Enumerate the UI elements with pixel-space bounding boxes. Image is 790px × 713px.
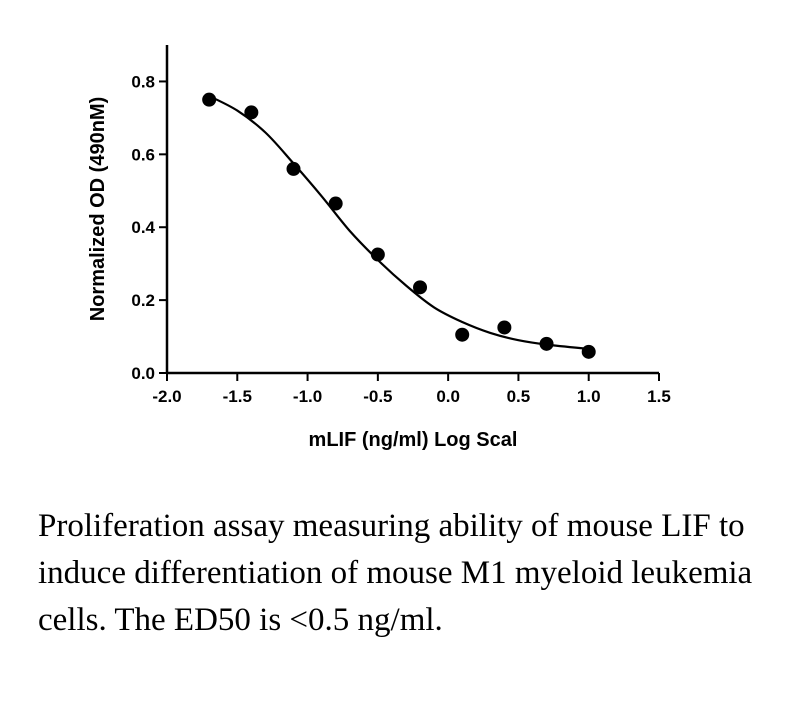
y-tick-label: 0.2 <box>131 291 155 310</box>
y-tick-label: 0.4 <box>131 218 155 237</box>
data-point <box>370 247 385 262</box>
y-axis-title: Normalized OD (490nM) <box>87 97 109 321</box>
x-tick-label: -0.5 <box>363 387 392 406</box>
x-tick-label: -2.0 <box>152 387 181 406</box>
x-tick-label: -1.5 <box>223 387 252 406</box>
data-point <box>202 92 217 107</box>
x-tick-label: -1.0 <box>293 387 322 406</box>
x-tick-label: 1.5 <box>647 387 671 406</box>
data-point <box>497 320 512 335</box>
y-tick-label: 0.8 <box>131 72 155 91</box>
data-point <box>581 344 596 359</box>
x-tick-label: 1.0 <box>577 387 601 406</box>
data-point <box>455 327 470 342</box>
data-points <box>202 92 596 359</box>
data-point <box>328 196 343 211</box>
y-ticks: 0.0 0.2 0.4 0.6 0.8 <box>131 72 167 383</box>
axes <box>165 45 659 375</box>
x-axis-title: mLIF (ng/ml) Log Scal <box>309 429 518 451</box>
data-point <box>286 161 301 176</box>
data-point <box>539 336 554 351</box>
chart-plot: -2.0 -1.5 -1.0 -0.5 0.0 0.5 1.0 1.5 0.00.20.40.… <box>87 45 671 451</box>
x-tick-label: 0.0 <box>436 387 460 406</box>
x-ticks: -2.0 -1.5 -1.0 -0.5 0.0 0.5 1.0 1.5 <box>152 373 671 406</box>
figure-caption: Proliferation assay measuring ability of… <box>38 508 753 638</box>
data-point <box>413 280 428 295</box>
data-point <box>244 105 259 120</box>
y-tick-label: 0.0 <box>131 364 155 383</box>
x-tick-label: 0.5 <box>507 387 531 406</box>
fit-curve-line <box>208 95 589 350</box>
y-tick-label: 0.6 <box>131 145 155 164</box>
